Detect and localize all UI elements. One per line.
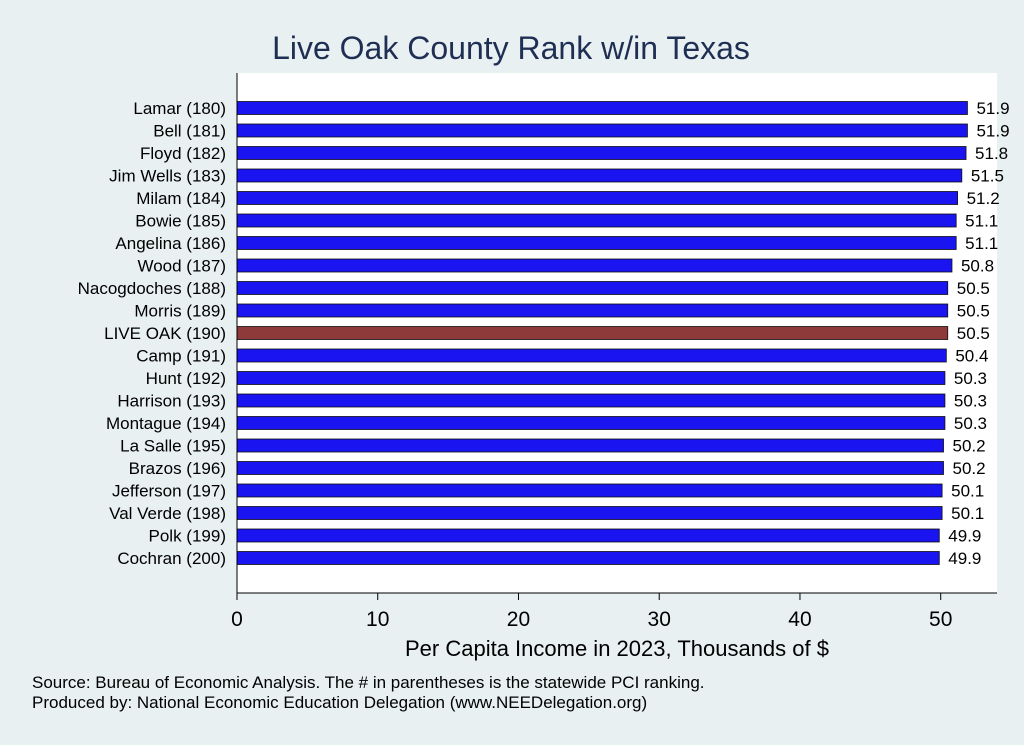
category-label: Montague (194): [106, 414, 226, 433]
x-tick-label: 50: [929, 608, 952, 631]
bar: [236, 281, 949, 295]
x-tick-label: 40: [788, 608, 811, 631]
x-tick-label: 0: [231, 608, 243, 631]
bar: [236, 146, 967, 160]
value-label: 51.1: [965, 234, 998, 253]
category-label: Polk (199): [149, 527, 226, 546]
bar: [236, 416, 946, 430]
bar: [236, 551, 940, 565]
bar: [236, 438, 944, 453]
value-label: 49.9: [948, 527, 981, 546]
bar: [236, 393, 946, 408]
value-label: 50.1: [951, 504, 984, 523]
value-label: 51.8: [975, 144, 1008, 163]
category-label: Angelina (186): [115, 234, 226, 253]
category-label: Bowie (185): [135, 212, 226, 231]
chart-title: Live Oak County Rank w/in Texas: [272, 30, 750, 66]
value-label: 50.3: [954, 392, 987, 411]
source-note: Source: Bureau of Economic Analysis. The…: [32, 673, 705, 692]
value-label: 50.2: [953, 437, 986, 456]
bar: [236, 506, 943, 520]
category-label: LIVE OAK (190): [104, 324, 226, 343]
value-label: 50.2: [953, 459, 986, 478]
bar: [236, 236, 957, 250]
value-label: 50.8: [961, 257, 994, 276]
category-label: Hunt (192): [146, 369, 226, 388]
value-label: 50.1: [951, 482, 984, 501]
category-label: Morris (189): [134, 302, 226, 321]
category-label: Val Verde (198): [109, 504, 226, 523]
bar: [236, 123, 968, 138]
produced-note: Produced by: National Economic Education…: [32, 693, 647, 712]
value-label: 50.5: [957, 279, 990, 298]
value-label: 50.3: [954, 414, 987, 433]
value-label: 49.9: [948, 549, 981, 568]
bar: [236, 303, 949, 318]
bar-highlight: [236, 326, 949, 340]
category-label: Nacogdoches (188): [78, 279, 226, 298]
category-label: Bell (181): [153, 122, 226, 141]
category-label: Cochran (200): [117, 549, 226, 568]
value-label: 50.5: [957, 324, 990, 343]
bars-group: Lamar (180) 51.9 Bell (181) 51.9 Floyd (182)…: [78, 99, 1010, 568]
category-label: Jefferson (197): [112, 482, 226, 501]
bar: [236, 101, 968, 115]
category-label: La Salle (195): [120, 437, 226, 456]
bar: [236, 348, 947, 363]
category-label: Milam (184): [136, 189, 226, 208]
value-label: 51.2: [967, 189, 1000, 208]
x-ticks-group: 0 10 20 30 40 50: [231, 593, 952, 631]
category-label: Floyd (182): [140, 144, 226, 163]
category-label: Jim Wells (183): [109, 167, 226, 186]
value-label: 51.9: [976, 122, 1009, 141]
bar: [236, 483, 943, 498]
x-tick-label: 30: [648, 608, 671, 631]
value-label: 51.9: [976, 99, 1009, 118]
value-label: 51.5: [971, 167, 1004, 186]
x-axis-title: Per Capita Income in 2023, Thousands of …: [405, 636, 829, 661]
value-label: 51.1: [965, 212, 998, 231]
category-label: Camp (191): [136, 347, 226, 366]
bar: [236, 191, 958, 205]
value-label: 50.4: [955, 347, 988, 366]
category-label: Lamar (180): [133, 99, 226, 118]
x-tick-label: 20: [507, 608, 530, 631]
bar: [236, 258, 953, 273]
bar: [236, 213, 957, 228]
bar: [236, 371, 946, 385]
value-label: 50.5: [957, 302, 990, 321]
bar: [236, 528, 940, 543]
bar: [236, 168, 963, 183]
category-label: Brazos (196): [129, 459, 226, 478]
category-label: Wood (187): [137, 257, 226, 276]
x-tick-label: 10: [366, 608, 389, 631]
category-label: Harrison (193): [117, 392, 226, 411]
value-label: 50.3: [954, 369, 987, 388]
bar: [236, 461, 944, 475]
